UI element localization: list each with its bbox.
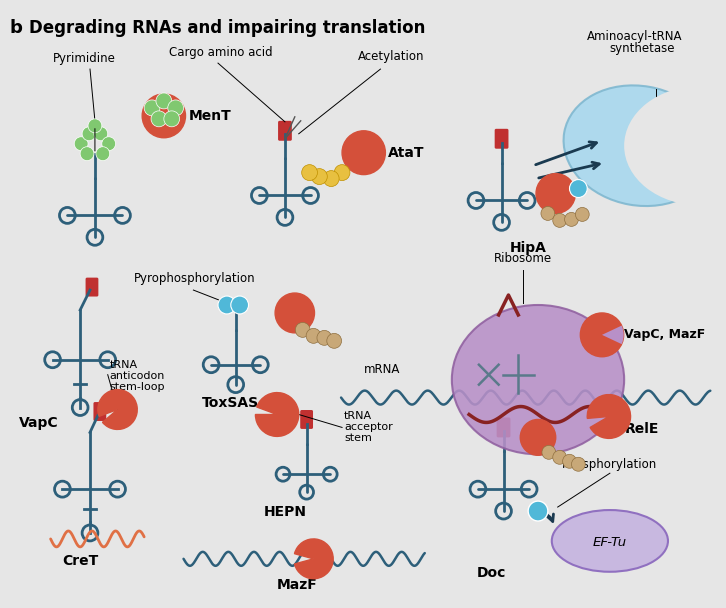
- Text: acceptor: acceptor: [344, 423, 393, 432]
- Circle shape: [231, 296, 248, 314]
- Text: stem-loop: stem-loop: [110, 382, 166, 392]
- Ellipse shape: [624, 86, 726, 206]
- Text: MazF: MazF: [277, 578, 317, 592]
- Circle shape: [302, 165, 317, 181]
- Circle shape: [536, 174, 576, 213]
- Circle shape: [528, 501, 548, 521]
- Text: MenT: MenT: [189, 109, 231, 123]
- Circle shape: [82, 127, 96, 140]
- Text: b: b: [9, 19, 22, 37]
- Text: Acetylation: Acetylation: [358, 50, 424, 63]
- Text: synthetase: synthetase: [610, 42, 675, 55]
- Text: stem: stem: [344, 434, 372, 443]
- Text: Degrading RNAs and impairing translation: Degrading RNAs and impairing translation: [29, 19, 425, 37]
- Wedge shape: [587, 395, 631, 438]
- Ellipse shape: [552, 510, 668, 572]
- Circle shape: [563, 454, 576, 468]
- Circle shape: [88, 119, 102, 133]
- Circle shape: [580, 313, 624, 357]
- Circle shape: [542, 445, 555, 459]
- Circle shape: [552, 213, 566, 227]
- Circle shape: [151, 111, 167, 127]
- Circle shape: [275, 293, 314, 333]
- Wedge shape: [98, 390, 137, 429]
- Circle shape: [311, 168, 327, 185]
- FancyBboxPatch shape: [494, 129, 508, 149]
- Text: Cargo amino acid: Cargo amino acid: [168, 46, 272, 59]
- Circle shape: [74, 137, 88, 151]
- Circle shape: [334, 165, 350, 181]
- Circle shape: [342, 131, 386, 174]
- Circle shape: [576, 207, 590, 221]
- Circle shape: [552, 451, 566, 465]
- Wedge shape: [295, 539, 333, 579]
- Text: Pyrophosphorylation: Pyrophosphorylation: [134, 272, 256, 285]
- Text: Ribosome: Ribosome: [494, 252, 552, 265]
- Circle shape: [102, 137, 115, 151]
- Text: tRNA: tRNA: [344, 412, 372, 421]
- Text: Doc: Doc: [477, 566, 507, 580]
- Text: RelE: RelE: [624, 423, 659, 437]
- Text: VapC, MazF: VapC, MazF: [624, 328, 705, 341]
- Circle shape: [80, 147, 94, 161]
- Ellipse shape: [563, 85, 715, 206]
- FancyBboxPatch shape: [497, 418, 510, 437]
- Circle shape: [218, 296, 236, 314]
- Circle shape: [96, 147, 110, 161]
- Text: Aminoacyl-tRNA: Aminoacyl-tRNA: [587, 30, 682, 43]
- Circle shape: [94, 127, 107, 140]
- Text: Pyrimidine: Pyrimidine: [52, 52, 115, 65]
- Circle shape: [164, 111, 179, 127]
- Circle shape: [327, 333, 341, 348]
- Circle shape: [142, 94, 186, 138]
- Ellipse shape: [452, 305, 624, 454]
- Text: HipA: HipA: [510, 241, 547, 255]
- Text: HEPN: HEPN: [264, 505, 306, 519]
- Text: mRNA: mRNA: [364, 362, 400, 376]
- Text: Phosphorylation: Phosphorylation: [562, 458, 658, 471]
- Text: anticodon: anticodon: [110, 371, 165, 381]
- FancyBboxPatch shape: [278, 121, 292, 140]
- Text: tRNA: tRNA: [110, 360, 138, 370]
- FancyBboxPatch shape: [86, 278, 98, 297]
- Circle shape: [541, 207, 555, 220]
- Circle shape: [317, 330, 332, 345]
- Wedge shape: [256, 393, 298, 437]
- Circle shape: [323, 171, 339, 187]
- Circle shape: [156, 93, 172, 109]
- FancyBboxPatch shape: [301, 410, 313, 429]
- FancyBboxPatch shape: [94, 402, 106, 421]
- Text: ToxSAS: ToxSAS: [203, 396, 259, 410]
- Circle shape: [295, 322, 310, 337]
- Wedge shape: [602, 326, 624, 344]
- Circle shape: [306, 328, 321, 344]
- Text: VapC: VapC: [19, 416, 59, 430]
- Circle shape: [571, 457, 585, 471]
- Circle shape: [168, 100, 184, 116]
- Text: AtaT: AtaT: [388, 146, 425, 160]
- Text: EF-Tu: EF-Tu: [593, 536, 627, 550]
- Text: CreT: CreT: [62, 554, 98, 568]
- Circle shape: [565, 212, 579, 226]
- Circle shape: [569, 179, 587, 198]
- Circle shape: [144, 100, 160, 116]
- Circle shape: [521, 420, 555, 455]
